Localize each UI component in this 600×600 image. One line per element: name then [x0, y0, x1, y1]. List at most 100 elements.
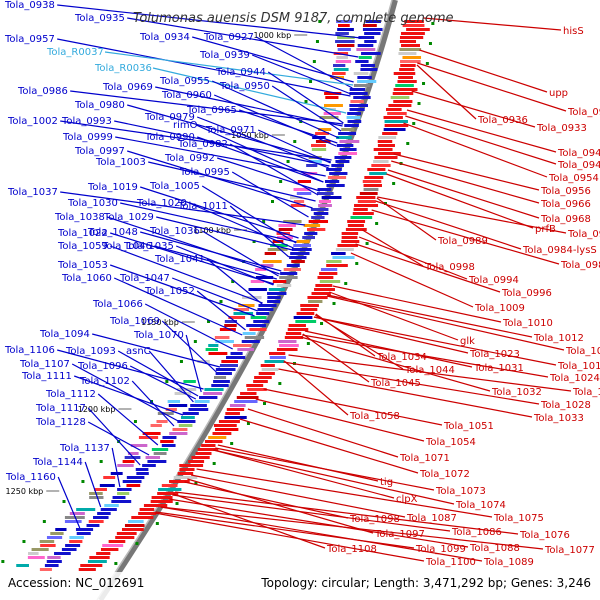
gene-label-right[interactable]: Tola_1097 [374, 529, 425, 540]
gene-label-right[interactable]: glk [460, 336, 475, 347]
gene-label-left[interactable]: Tola_1011 [177, 201, 228, 212]
gene-label-left[interactable]: Tola_1041 [154, 254, 205, 265]
gene-label-left[interactable]: Tola_0938 [4, 0, 55, 11]
gene-label-left[interactable]: Tola_1128 [35, 417, 86, 428]
gene-label-right[interactable]: Tola_1087 [406, 513, 457, 524]
gene-label-left[interactable]: Tola_0971 [205, 125, 256, 136]
gene-label-left[interactable]: Tola_0986 [17, 86, 68, 97]
gene-label-left[interactable]: Tola_1046 [101, 241, 152, 252]
gene-label-right[interactable]: Tola_0945 [557, 148, 600, 159]
gene-label-right[interactable]: tig [380, 477, 393, 488]
gene-label-left[interactable]: Tola_1048 [87, 227, 138, 238]
gene-label-left[interactable]: Tola_0927 [203, 32, 254, 43]
gene-label-left[interactable]: Tola_1070 [133, 330, 184, 341]
gene-label-left[interactable]: Tola_0965 [186, 105, 237, 116]
gene-label-right[interactable]: Tola_0985 [560, 260, 600, 271]
gene-label-right[interactable]: Tola_0949 [557, 160, 600, 171]
gene-label-right[interactable]: Tola_1044 [404, 365, 455, 376]
gene-label-right[interactable]: Tola_0966 [540, 199, 591, 210]
gene-label-left[interactable]: Tola_0990 [144, 132, 195, 143]
gene-label-left[interactable]: Tola_1137 [59, 443, 110, 454]
gene-label-left[interactable]: Tola_0999 [62, 132, 113, 143]
gene-label-right[interactable]: Tola_0925 [567, 107, 600, 118]
gene-label-right[interactable]: Tola_1058 [349, 411, 400, 422]
gene-label-right[interactable]: Tola_1045 [370, 378, 421, 389]
gene-label-right[interactable]: Tola_0973 [567, 229, 600, 240]
gene-label-right[interactable]: Tola_1089 [483, 557, 534, 568]
gene-label-left[interactable]: Tola_1037 [7, 187, 58, 198]
gene-label-left[interactable]: Tola_0992 [164, 153, 215, 164]
gene-label-left[interactable]: Tola_1069 [109, 316, 160, 327]
gene-label-right[interactable]: Tola_0998 [424, 262, 475, 273]
gene-label-right[interactable]: Tola_1023 [469, 349, 520, 360]
gene-label-left[interactable]: Tola_1117 [35, 403, 86, 414]
gene-label-left[interactable]: Tola_1002 [7, 116, 58, 127]
gene-label-right[interactable]: Tola_1025 [572, 387, 600, 398]
gene-label-left[interactable]: Tola_0957 [4, 34, 55, 45]
gene-label-left[interactable]: Tola_1030 [67, 198, 118, 209]
gene-label-left[interactable]: Tola_1047 [119, 273, 170, 284]
gene-label-right[interactable]: Tola_0968 [540, 214, 591, 225]
gene-label-left[interactable]: Tola_0934 [139, 32, 190, 43]
gene-label-right[interactable]: Tola_1074 [455, 500, 506, 511]
gene-label-right[interactable]: Tola_1108 [326, 544, 377, 555]
gene-label-right[interactable]: Tola_0984-lysS [522, 245, 597, 256]
gene-label-right[interactable]: hisS [563, 26, 584, 37]
gene-label-left[interactable]: Tola_0935 [74, 13, 125, 24]
gene-label-left[interactable]: Tola_0997 [74, 146, 125, 157]
gene-label-right[interactable]: Tola_1071 [399, 453, 450, 464]
gene-label-right[interactable]: Tola_1076 [519, 530, 570, 541]
gene-label-left[interactable]: rimO [173, 120, 198, 131]
gene-label-left[interactable]: Tola_1060 [61, 273, 112, 284]
gene-label-left[interactable]: Tola_1005 [149, 181, 200, 192]
gene-label-right[interactable]: Tola_0954 [548, 173, 599, 184]
gene-label-right[interactable]: Tola_1018 [557, 361, 600, 372]
gene-label-left[interactable]: Tola_1053 [57, 260, 108, 271]
gene-label-right[interactable]: Tola_1075 [493, 513, 544, 524]
gene-label-right[interactable]: Tola_1013 [565, 346, 600, 357]
gene-label-right[interactable]: Tola_0989 [437, 236, 488, 247]
gene-label-left[interactable]: Tola_1096 [77, 361, 128, 372]
gene-label-right[interactable]: Tola_0994 [468, 275, 519, 286]
gene-label-right[interactable]: Tola_1099 [415, 544, 466, 555]
gene-label-left[interactable]: Tola_1029 [103, 212, 154, 223]
gene-label-left[interactable]: Tola_1093 [65, 346, 116, 357]
gene-label-left[interactable]: Tola_0955 [159, 76, 210, 87]
gene-label-left[interactable]: Tola_0944 [215, 67, 266, 78]
gene-label-right[interactable]: Tola_1028 [540, 400, 591, 411]
gene-label-left[interactable]: Tola_1036 [149, 226, 200, 237]
gene-label-left[interactable]: Tola_1003 [95, 157, 146, 168]
gene-label-left[interactable]: Tola_1094 [39, 329, 90, 340]
gene-label-right[interactable]: Tola_0996 [501, 288, 552, 299]
gene-label-left[interactable]: Tola_0982 [177, 139, 228, 150]
gene-label-right[interactable]: Tola_0956 [540, 186, 591, 197]
gene-label-left[interactable]: Tola_1112 [45, 389, 96, 400]
gene-label-left[interactable]: Tola_1111 [21, 371, 72, 382]
gene-label-right[interactable]: Tola_1033 [533, 413, 584, 424]
gene-label-left[interactable]: Tola_0969 [102, 82, 153, 93]
gene-label-left[interactable]: Tola_1019 [87, 182, 138, 193]
gene-label-left[interactable]: Tola_1035 [123, 241, 174, 252]
gene-label-left[interactable]: Tola_0960 [161, 90, 212, 101]
gene-label-left[interactable]: Tola_1059 [57, 241, 108, 252]
gene-label-right[interactable]: Tola_1012 [533, 333, 584, 344]
gene-label-left[interactable]: Tola_1102 [79, 376, 130, 387]
gene-label-left[interactable]: Tola_0995 [179, 167, 230, 178]
gene-label-right[interactable]: Tola_1051 [443, 421, 494, 432]
gene-label-left[interactable]: Tola_1020 [136, 198, 187, 209]
gene-label-right[interactable]: Tola_1073 [435, 486, 486, 497]
gene-label-left[interactable]: Tola_1107 [19, 359, 70, 370]
gene-label-left[interactable]: Tola_1022 [57, 228, 108, 239]
gene-label-left[interactable]: Tola_R0036 [94, 63, 152, 74]
gene-label-left[interactable]: Tola_0993 [61, 116, 112, 127]
gene-label-right[interactable]: Tola_1034 [376, 352, 427, 363]
gene-label-left[interactable]: asnC [126, 346, 151, 357]
gene-label-left[interactable]: Tola_1160 [5, 472, 56, 483]
gene-label-left[interactable]: Tola_0980 [74, 100, 125, 111]
gene-label-left[interactable]: Tola_1106 [4, 345, 55, 356]
gene-label-left[interactable]: Tola_1144 [32, 457, 83, 468]
gene-label-left[interactable]: Tola_0979 [144, 112, 195, 123]
gene-label-right[interactable]: Tola_1086 [451, 527, 502, 538]
gene-label-right[interactable]: Tola_1054 [425, 437, 476, 448]
gene-label-right[interactable]: Tola_1098 [349, 514, 400, 525]
